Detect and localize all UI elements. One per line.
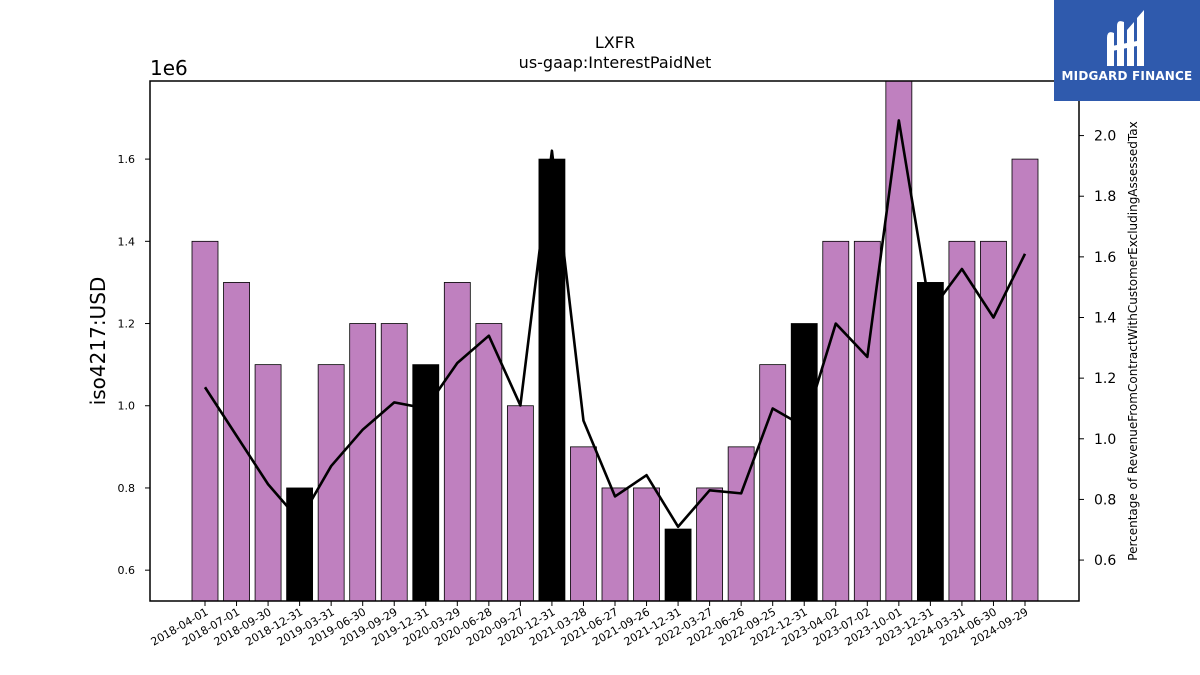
bar-2024-03-31 [948,240,976,602]
bar-2021-03-28 [570,446,597,602]
y2-tick-label: 1.0 [1094,432,1116,448]
y-tick-label: 1.6 [118,153,136,166]
bar-2023-04-02 [822,240,850,602]
bar-2019-09-29 [380,323,408,602]
y2-tick-label: 1.8 [1094,189,1116,205]
bar-2023-12-31 [916,282,944,602]
y2-tick-label: 0.6 [1094,553,1116,569]
bar-2024-06-30 [980,240,1007,602]
bar-2020-03-29 [443,282,471,602]
bar-2023-10-01 [885,80,913,602]
bar-2022-09-25 [759,364,787,602]
bar-2019-12-31 [412,364,440,602]
bar-2022-03-27 [696,487,724,602]
bar-2021-09-26 [633,487,660,602]
y2-tick-label: 2.0 [1094,129,1116,145]
bar-2018-04-01 [191,240,219,602]
y-tick-label: 0.6 [118,564,136,577]
y-tick-label: 1.4 [118,235,136,248]
chart-subtitle: us-gaap:InterestPaidNet [519,53,712,72]
bar-2018-07-01 [223,282,250,602]
logo-text: MIDGARD FINANCE [1061,69,1193,83]
logo-mark-icon [1107,10,1144,67]
y2-tick-label: 1.4 [1094,311,1116,327]
plot-frame [149,80,1080,602]
midgard-finance-logo: MIDGARD FINANCE [1054,0,1200,101]
bar-2024-09-29 [1011,158,1039,602]
bar-layer [191,80,1039,602]
bar-2019-06-30 [349,323,377,602]
y2-tick-label: 1.6 [1094,250,1116,266]
bar-2022-12-31 [790,323,818,602]
bar-2021-12-31 [664,528,692,602]
bar-2020-09-27 [506,405,534,602]
y-tick-label: 1.0 [118,400,136,413]
y2-tick-label: 0.8 [1094,492,1116,508]
y-tick-label: 0.8 [118,482,136,495]
y-axis-label: iso4217:USD [86,277,110,406]
bar-2020-06-28 [475,323,503,602]
y2-tick-label: 1.2 [1094,371,1116,387]
y-offset-label: 1e6 [150,56,188,80]
bar-2021-06-27 [601,487,629,602]
y2-axis-label: Percentage of RevenueFromContractWithCus… [1126,121,1140,560]
line-layer [203,119,1027,529]
y-tick-label: 1.2 [118,318,136,331]
chart-title: LXFR [595,33,635,52]
series-line [203,119,1027,529]
